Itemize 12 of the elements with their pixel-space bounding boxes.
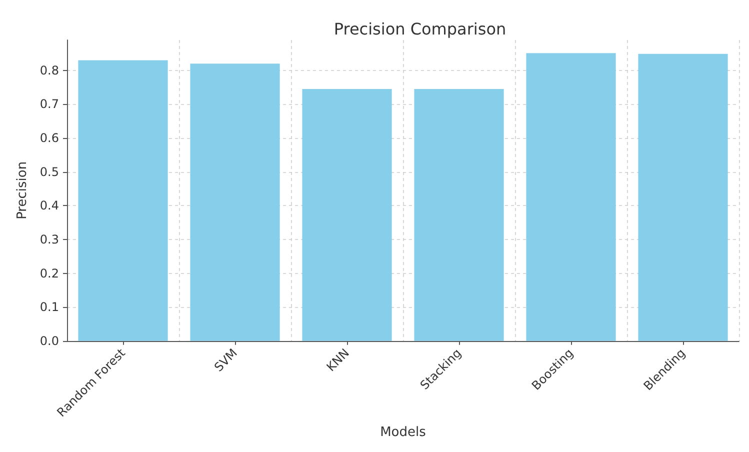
y-tick-label: 0.4	[40, 198, 59, 213]
y-tick-label: 0.7	[40, 97, 59, 112]
y-tick-label: 0.0	[40, 334, 59, 348]
y-tick-label: 0.2	[40, 266, 59, 280]
y-tick-label: 0.5	[40, 164, 59, 179]
chart-title: Precision Comparison	[334, 20, 506, 38]
x-axis-title: Models	[380, 425, 426, 440]
y-tick-label: 0.8	[40, 63, 59, 78]
y-tick-label: 0.6	[40, 131, 59, 146]
y-axis-title: Precision	[15, 161, 30, 220]
y-tick-label: 0.1	[40, 300, 59, 314]
y-tick-label: 0.3	[40, 232, 59, 246]
